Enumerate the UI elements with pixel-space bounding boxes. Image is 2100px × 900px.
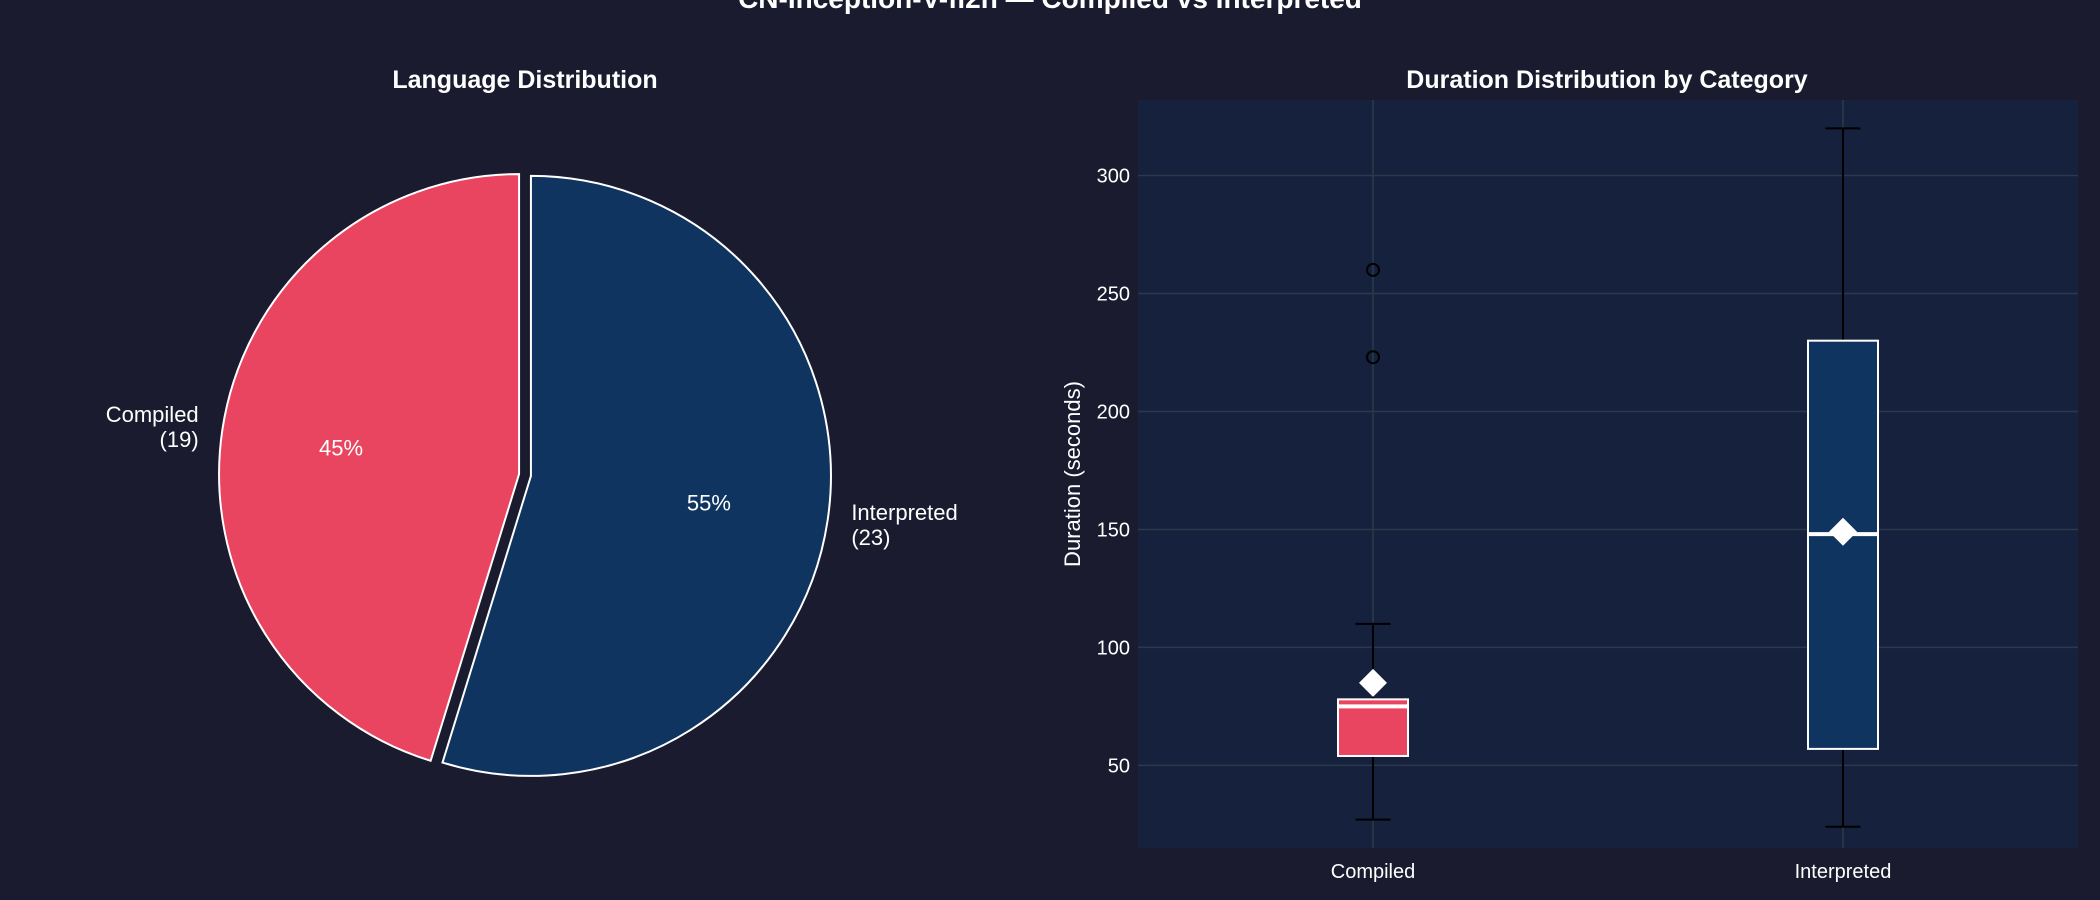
pie-slices <box>218 173 832 777</box>
y-tick-label-50: 50 <box>1108 755 1130 777</box>
pie-slice-compiled <box>218 173 521 763</box>
outlier-compiled-0 <box>1366 350 1380 365</box>
x-tick-label-compiled: Compiled <box>1331 861 1415 883</box>
y-tick-label-300: 300 <box>1097 166 1130 188</box>
pie-label-interpreted: Interpreted (23) <box>851 500 957 550</box>
pie-label-compiled: Compiled (19) <box>106 402 199 452</box>
box-elements <box>1337 127 1879 828</box>
pie-labels: 45% Compiled (19) 55% Interpreted (23) <box>106 402 958 550</box>
outlier-compiled-1 <box>1366 262 1380 277</box>
pie-percent-label-interpreted: 55% <box>687 491 731 516</box>
axis-ticks: 50 100 150 200 250 300 Compiled Interpreted <box>1097 166 1892 883</box>
pie-slice-interpreted <box>441 174 832 777</box>
box-chart-title: Duration Distribution by Category <box>1406 66 1808 94</box>
y-tick-label-250: 250 <box>1097 283 1130 305</box>
pie-chart-title: Language Distribution <box>392 66 657 94</box>
plot-area <box>1138 100 2078 848</box>
mean-marker-compiled <box>1359 668 1387 697</box>
box-chart: 50 100 150 200 250 300 Compiled Interpreted Dur… <box>1060 66 2078 883</box>
pie-percent-label-compiled: 45% <box>319 435 363 460</box>
figure-title: CN-Inception-V-fl2n — Compiled vs Interp… <box>738 0 1362 14</box>
y-axis-label: Duration (seconds) <box>1060 381 1085 567</box>
pie-chart: Language Distribution 45% Compiled (19) 55%… <box>106 66 958 777</box>
y-tick-label-200: 200 <box>1097 401 1130 423</box>
x-tick-label-interpreted: Interpreted <box>1795 861 1892 883</box>
box-compiled <box>1337 698 1409 757</box>
y-tick-label-150: 150 <box>1097 519 1130 541</box>
mean-marker-interpreted <box>1829 517 1857 546</box>
y-tick-label-100: 100 <box>1097 637 1130 659</box>
